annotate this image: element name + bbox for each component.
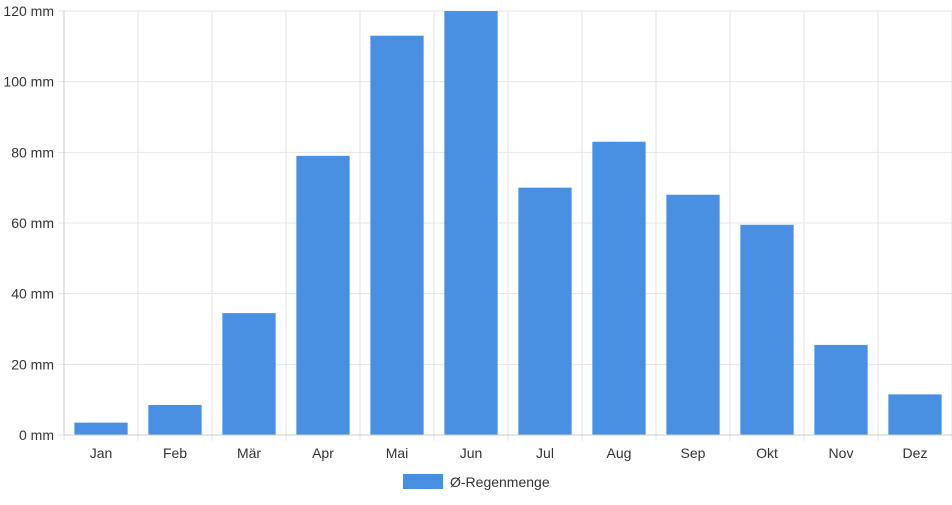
y-tick-label: 80 mm: [11, 144, 54, 160]
grid-layer: [58, 10, 952, 441]
x-tick-label: Okt: [756, 445, 778, 461]
bar-dez[interactable]: [888, 394, 942, 435]
y-tick-label: 40 mm: [11, 286, 54, 302]
x-tick-label: Aug: [607, 445, 632, 461]
y-tick-labels: 0 mm 20 mm 40 mm 60 mm 80 mm 100 mm 120 mm: [3, 3, 54, 443]
legend-swatch[interactable]: [403, 474, 443, 489]
x-tick-label: Jan: [90, 445, 113, 461]
x-tick-label: Feb: [163, 445, 187, 461]
y-tick-label: 60 mm: [11, 215, 54, 231]
y-tick-label: 100 mm: [3, 74, 54, 90]
x-tick-label: Sep: [681, 445, 706, 461]
x-tick-label: Mär: [237, 445, 261, 461]
y-tick-label: 20 mm: [11, 356, 54, 372]
bar-mai[interactable]: [370, 35, 424, 435]
x-tick-label: Nov: [829, 445, 854, 461]
y-tick-label: 0 mm: [19, 427, 54, 443]
bar-nov[interactable]: [814, 344, 868, 435]
legend-label[interactable]: Ø-Regenmenge: [450, 474, 550, 490]
legend[interactable]: Ø-Regenmenge: [403, 474, 550, 490]
axis-layer: [63, 11, 952, 436]
bar-jun[interactable]: [444, 11, 498, 435]
y-tick-label: 120 mm: [3, 3, 54, 19]
bar-feb[interactable]: [148, 404, 202, 435]
bar-okt[interactable]: [740, 224, 794, 435]
x-tick-label: Jul: [536, 445, 554, 461]
x-tick-labels: Jan Feb Mär Apr Mai Jun Jul Aug Sep Okt Nov Dez: [90, 445, 928, 461]
x-tick-label: Jun: [460, 445, 483, 461]
x-tick-label: Mai: [386, 445, 409, 461]
bar-apr[interactable]: [296, 155, 350, 435]
bar-jul[interactable]: [518, 187, 572, 435]
bar-sep[interactable]: [666, 194, 720, 435]
x-tick-label: Dez: [903, 445, 928, 461]
x-tick-label: Apr: [312, 445, 334, 461]
bar-jan[interactable]: [74, 422, 128, 435]
bars-layer: [74, 11, 942, 435]
bar-aug[interactable]: [592, 141, 646, 435]
bar-mär[interactable]: [222, 313, 276, 435]
